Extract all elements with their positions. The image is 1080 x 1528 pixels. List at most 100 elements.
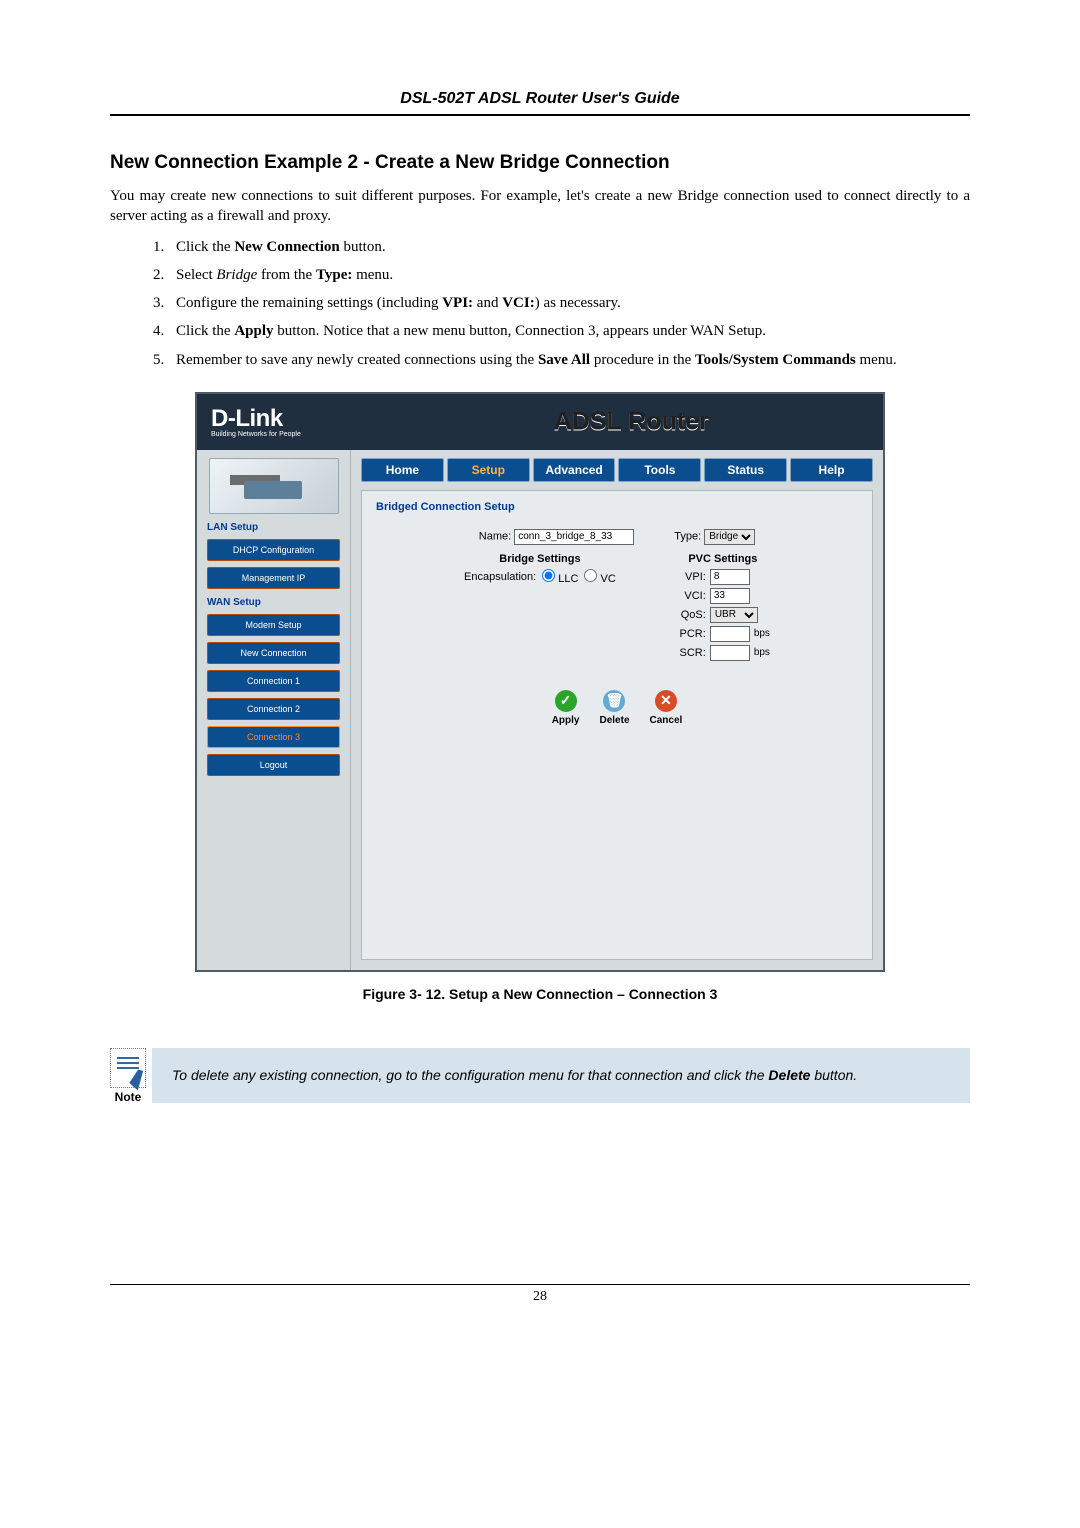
- bold: New Connection: [234, 239, 339, 255]
- tab-help[interactable]: Help: [790, 458, 873, 482]
- delete-button[interactable]: 🗑 Delete: [599, 690, 629, 726]
- tab-status[interactable]: Status: [704, 458, 787, 482]
- sidebar-item-new-connection[interactable]: New Connection: [207, 642, 340, 664]
- step-2: Select Bridge from the Type: menu.: [168, 265, 970, 285]
- vci-row: VCI:: [676, 588, 770, 604]
- text: button.: [810, 1067, 857, 1083]
- sidebar-item-connection-1[interactable]: Connection 1: [207, 670, 340, 692]
- brand-logo: D-Link: [211, 405, 283, 432]
- page-number: 28: [533, 1289, 547, 1304]
- encap-label: Encapsulation:: [464, 571, 536, 583]
- pcr-label: PCR:: [676, 628, 706, 640]
- text: from the: [257, 267, 316, 283]
- text: Remember to save any newly created conne…: [176, 352, 538, 368]
- bold: Delete: [768, 1067, 810, 1083]
- sidebar-item-modem-setup[interactable]: Modem Setup: [207, 614, 340, 636]
- tab-advanced[interactable]: Advanced: [533, 458, 616, 482]
- doc-header: DSL-502T ADSL Router User's Guide: [110, 90, 970, 116]
- scr-row: SCR: bps: [676, 645, 770, 661]
- vci-input[interactable]: [710, 588, 750, 604]
- note-icon: [110, 1048, 146, 1088]
- tab-tools[interactable]: Tools: [618, 458, 701, 482]
- scr-unit: bps: [754, 647, 770, 658]
- encap-vc-option[interactable]: VC: [584, 569, 615, 585]
- apply-icon: ✓: [555, 690, 577, 712]
- note-row: Note To delete any existing connection, …: [110, 1048, 970, 1104]
- name-label: Name:: [479, 530, 511, 542]
- pcr-row: PCR: bps: [676, 626, 770, 642]
- encap-vc-radio[interactable]: [584, 569, 597, 582]
- page-footer: 28: [110, 1284, 970, 1305]
- ui-body: LAN Setup DHCP Configuration Management …: [197, 450, 883, 970]
- scr-label: SCR:: [676, 647, 706, 659]
- encap-llc-radio[interactable]: [542, 569, 555, 582]
- panel-title: Bridged Connection Setup: [376, 501, 858, 513]
- setup-panel: Bridged Connection Setup Name: Type: Bri…: [361, 490, 873, 960]
- pcr-unit: bps: [754, 628, 770, 639]
- sidebar-item-connection-3[interactable]: Connection 3: [207, 726, 340, 748]
- text: To delete any existing connection, go to…: [172, 1067, 768, 1083]
- apply-button[interactable]: ✓ Apply: [552, 690, 580, 726]
- step-1: Click the New Connection button.: [168, 237, 970, 257]
- sidebar-wan-label: WAN Setup: [207, 597, 344, 608]
- settings-columns: Bridge Settings Encapsulation: LLC VC PV…: [376, 553, 858, 664]
- type-field-wrap: Type: Bridge: [674, 529, 755, 545]
- encap-llc-text: LLC: [558, 573, 578, 585]
- sidebar-lan-label: LAN Setup: [207, 522, 344, 533]
- text: Click the: [176, 323, 234, 339]
- italic: Bridge: [216, 267, 257, 283]
- type-label: Type:: [674, 530, 701, 542]
- cancel-button[interactable]: ✕ Cancel: [650, 690, 683, 726]
- note-text: To delete any existing connection, go to…: [172, 1066, 857, 1085]
- bridge-settings-col: Bridge Settings Encapsulation: LLC VC: [464, 553, 616, 664]
- sidebar: LAN Setup DHCP Configuration Management …: [197, 450, 351, 970]
- text: menu.: [856, 352, 897, 368]
- pvc-heading: PVC Settings: [676, 553, 770, 565]
- encapsulation-row: Encapsulation: LLC VC: [464, 569, 616, 585]
- section-title: New Connection Example 2 - Create a New …: [110, 152, 970, 174]
- scr-input[interactable]: [710, 645, 750, 661]
- bold: Type:: [316, 267, 352, 283]
- text: Select: [176, 267, 216, 283]
- product-title: ADSL Router: [554, 407, 709, 436]
- tab-home[interactable]: Home: [361, 458, 444, 482]
- note-label: Note: [110, 1090, 146, 1104]
- text: button.: [340, 239, 386, 255]
- pcr-input[interactable]: [710, 626, 750, 642]
- sidebar-item-connection-2[interactable]: Connection 2: [207, 698, 340, 720]
- bold: Tools/System Commands: [695, 352, 856, 368]
- sidebar-item-dhcp[interactable]: DHCP Configuration: [207, 539, 340, 561]
- text: Click the: [176, 239, 234, 255]
- encap-vc-text: VC: [601, 573, 616, 585]
- bold: VPI:: [442, 295, 473, 311]
- bridge-heading: Bridge Settings: [464, 553, 616, 565]
- vpi-input[interactable]: [710, 569, 750, 585]
- step-4: Click the Apply button. Notice that a ne…: [168, 321, 970, 341]
- main-region: Home Setup Advanced Tools Status Help Br…: [351, 450, 883, 970]
- cancel-icon: ✕: [655, 690, 677, 712]
- vpi-row: VPI:: [676, 569, 770, 585]
- steps-list: Click the New Connection button. Select …: [168, 237, 970, 370]
- name-type-row: Name: Type: Bridge: [376, 529, 858, 545]
- text: ) as necessary.: [535, 295, 621, 311]
- encap-llc-option[interactable]: LLC: [542, 569, 578, 585]
- qos-row: QoS: UBR: [676, 607, 770, 623]
- intro-paragraph: You may create new connections to suit d…: [110, 186, 970, 227]
- tab-setup[interactable]: Setup: [447, 458, 530, 482]
- name-input[interactable]: [514, 529, 634, 545]
- qos-select[interactable]: UBR: [710, 607, 758, 623]
- note-box: To delete any existing connection, go to…: [152, 1048, 970, 1103]
- bold: VCI:: [502, 295, 535, 311]
- brand-block: D-Link Building Networks for People: [211, 405, 301, 438]
- qos-label: QoS:: [676, 609, 706, 621]
- delete-icon: 🗑: [603, 690, 625, 712]
- tab-row: Home Setup Advanced Tools Status Help: [351, 450, 883, 486]
- sidebar-item-management-ip[interactable]: Management IP: [207, 567, 340, 589]
- step-3: Configure the remaining settings (includ…: [168, 293, 970, 313]
- product-image: [209, 458, 339, 514]
- type-select[interactable]: Bridge: [704, 529, 755, 545]
- action-buttons-row: ✓ Apply 🗑 Delete ✕ Cancel: [376, 690, 858, 726]
- sidebar-item-logout[interactable]: Logout: [207, 754, 340, 776]
- figure-caption: Figure 3- 12. Setup a New Connection – C…: [110, 986, 970, 1002]
- text: and: [473, 295, 502, 311]
